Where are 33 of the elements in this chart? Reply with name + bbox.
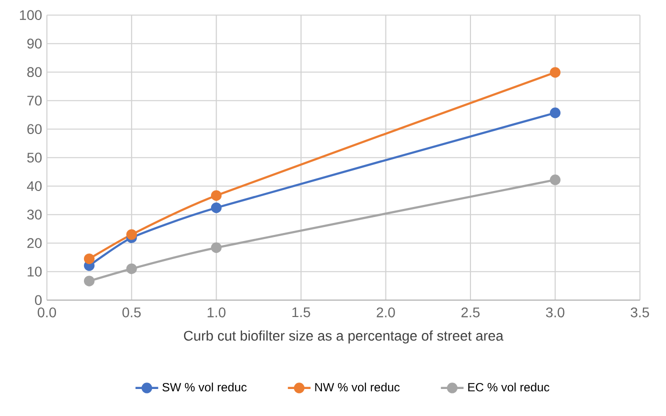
- point: [84, 276, 95, 286]
- y-tick-label: 50: [27, 152, 42, 162]
- x-tick-label: 3.5: [630, 307, 650, 318]
- x-axis-title: Curb cut biofilter size as a percentage of street area: [184, 330, 504, 344]
- x-tick-label: 0.5: [122, 307, 141, 318]
- legend-label: NW % vol reduc: [315, 382, 400, 392]
- x-tick-label: 1.0: [208, 307, 226, 318]
- point: [550, 67, 561, 78]
- y-tick-label: 30: [27, 210, 42, 220]
- y-tick-label: 100: [20, 10, 42, 20]
- x-tick-label: 1.5: [292, 307, 310, 318]
- point: [84, 253, 95, 264]
- x-tick-label: 0.0: [38, 307, 56, 318]
- point: [126, 229, 137, 240]
- y-tick-label: 40: [26, 181, 42, 191]
- point: [211, 242, 222, 253]
- x-tick-label: 3.0: [546, 307, 564, 318]
- y-tick-label: 70: [27, 96, 42, 106]
- legend-label: EC % vol reduc: [468, 382, 550, 392]
- legend-label: SW % vol reduc: [162, 382, 247, 392]
- y-tick-label: 20: [27, 238, 42, 248]
- y-tick-label: 90: [27, 38, 42, 48]
- point: [550, 174, 561, 186]
- x-tick-label: 2.5: [461, 307, 480, 318]
- y-tick-label: 0: [34, 295, 42, 305]
- y-tick-label: 10: [28, 266, 42, 276]
- point: [550, 107, 561, 118]
- y-tick-label: 60: [27, 124, 42, 134]
- point: [211, 202, 222, 214]
- point: [211, 190, 222, 201]
- point: [126, 263, 137, 274]
- y-tick-label: 80: [27, 67, 42, 77]
- x-tick-label: 2.0: [376, 307, 395, 318]
